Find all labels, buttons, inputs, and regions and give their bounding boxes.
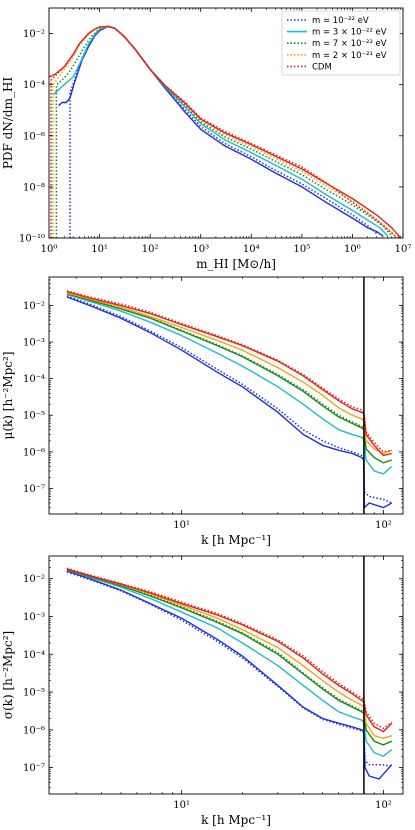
- series-line-m2e-21-dotted: [52, 25, 396, 238]
- series-line-cdm-solid: [66, 568, 393, 733]
- x-tick-label: 10⁴: [243, 244, 260, 255]
- panel-sigma-k: 10¹ 10² 10⁻⁷ 10⁻⁶ 10⁻⁵ 10⁻⁴ 10⁻³ 10⁻² k [h Mpc⁻¹…: [1, 555, 404, 827]
- y-tick-label: 10⁻⁴: [23, 80, 45, 91]
- series-line-cdm-dotted: [50, 25, 396, 238]
- y-tick-label: 10⁻³: [23, 338, 45, 349]
- y-tick-label: 10⁻²: [23, 301, 45, 312]
- x-axis-label: k [h Mpc⁻¹]: [201, 533, 271, 547]
- legend-box: [281, 10, 401, 76]
- x-tick-label: 10²: [142, 244, 159, 255]
- series-line-m3e-22-solid: [66, 293, 393, 475]
- series-line-m1e-22-dotted: [66, 571, 392, 767]
- series-line-m1e-22-solid: [66, 570, 393, 780]
- series-line-cdm-solid: [66, 290, 392, 457]
- legend-label-m1e-22: m = 10⁻²² eV: [312, 16, 369, 26]
- x-axis-label: k [h Mpc⁻¹]: [201, 813, 271, 827]
- series-line-m7e-22-dotted: [66, 292, 365, 429]
- y-axis-label: σ(k) [h⁻²Mpc²]: [1, 631, 15, 719]
- series-line-cdm-dotted: [66, 567, 393, 730]
- legend: m = 10⁻²² eV m = 3 × 10⁻²² eVm = 7 × 10⁻²…: [281, 10, 401, 76]
- legend-label-m2e-21: m = 2 × 10⁻²¹ eV: [312, 51, 387, 61]
- y-tick-label: 10⁻⁵: [23, 688, 45, 699]
- panel-hi-mass-function: 10⁰ 10¹ 10² 10³ 10⁴ 10⁵ 10⁶ 10⁷ 10⁻¹⁰ 10⁻⁸ 10⁻⁶ 10⁻…: [1, 7, 412, 271]
- series-line-m7e-22-solid: [66, 293, 393, 464]
- y-tick-label: 10⁻²: [23, 574, 45, 585]
- y-tick-label: 10⁻⁴: [23, 374, 45, 385]
- x-tick-label: 10¹: [173, 800, 190, 811]
- y-tick-label: 10⁻¹⁰: [19, 234, 45, 245]
- y-tick-label: 10⁻⁷: [23, 763, 45, 774]
- x-tick-label: 10⁷: [395, 244, 412, 255]
- x-tick-label: 10¹: [91, 244, 108, 255]
- y-axis-label: μ(k) [h⁻²Mpc²]: [1, 352, 15, 440]
- minor-ticks: [49, 556, 403, 794]
- y-tick-label: 10⁻²: [23, 29, 45, 40]
- series-line-m1e-22-dotted: [66, 295, 393, 504]
- legend-label-cdm: CDM: [312, 62, 332, 72]
- x-tick-label: 10⁶: [344, 244, 361, 255]
- series-line-m7e-22-dotted: [66, 568, 365, 714]
- y-tick-label: 10⁻⁸: [23, 182, 45, 193]
- axes-frame: [48, 555, 404, 795]
- legend-label-m7e-22: m = 7 × 10⁻²² eV: [312, 39, 387, 49]
- x-tick-label: 10²: [375, 800, 392, 811]
- axes-frame: [48, 276, 404, 515]
- x-tick-label: 10³: [192, 244, 209, 255]
- minor-ticks: [49, 277, 403, 514]
- y-axis-label: PDF dN/dm_HI: [1, 77, 15, 170]
- series-line-m2e-21-solid: [66, 568, 392, 739]
- x-tick-label: 10¹: [173, 520, 190, 531]
- series-line-m2e-21-solid: [66, 292, 393, 455]
- x-tick-label: 10⁵: [293, 244, 310, 255]
- panel-mu-k: 10¹ 10² 10⁻⁷ 10⁻⁶ 10⁻⁵ 10⁻⁴ 10⁻³ 10⁻² k [h Mpc⁻¹…: [1, 276, 404, 547]
- series-line-cdm-dotted: [66, 290, 392, 453]
- x-axis-label: m_HI [M⊙/h]: [196, 257, 276, 271]
- y-tick-label: 10⁻³: [23, 612, 45, 623]
- series-line-m1e-22-solid: [66, 296, 393, 509]
- axes-frame: [48, 7, 404, 239]
- y-tick-label: 10⁻⁷: [23, 484, 45, 495]
- series-line-m7e-22-solid: [66, 569, 393, 746]
- y-tick-label: 10⁻⁵: [23, 411, 45, 422]
- x-tick-label: 10⁰: [41, 244, 58, 255]
- y-tick-label: 10⁻⁶: [23, 725, 45, 736]
- y-tick-label: 10⁻⁴: [23, 650, 45, 661]
- x-tick-label: 10²: [375, 520, 392, 531]
- legend-label-m3e-22: m = 3 × 10⁻²² eV: [312, 28, 387, 38]
- y-tick-label: 10⁻⁶: [23, 447, 45, 458]
- y-tick-label: 10⁻⁶: [23, 131, 45, 142]
- series-line-m3e-22-solid: [66, 569, 393, 757]
